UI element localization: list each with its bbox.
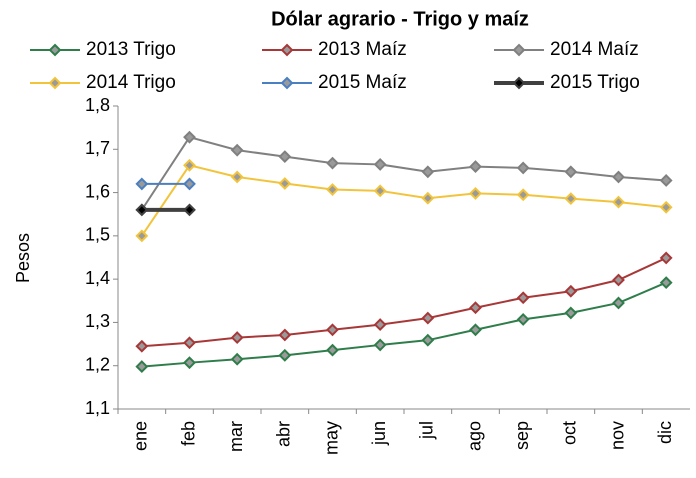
marker <box>421 191 435 205</box>
marker <box>183 336 196 350</box>
series-line <box>140 136 667 211</box>
legend-marker <box>280 76 294 90</box>
marker <box>326 323 339 337</box>
marker <box>135 177 149 191</box>
marker <box>326 343 339 357</box>
x-tick-label: abr <box>274 421 294 447</box>
marker <box>183 356 196 370</box>
series-line <box>141 281 667 368</box>
marker <box>421 165 435 179</box>
legend-label: 2014 Maíz <box>550 39 639 60</box>
y-tick-label: 1,7 <box>85 138 110 158</box>
marker <box>659 200 673 214</box>
x-tick-label: nov <box>607 421 627 450</box>
marker <box>230 352 244 366</box>
marker <box>421 311 435 325</box>
marker <box>135 203 149 217</box>
marker <box>230 170 244 184</box>
marker <box>278 328 292 342</box>
marker <box>421 333 435 347</box>
x-tick-label: ene <box>131 421 151 451</box>
legend-label: 2014 Trigo <box>86 72 176 93</box>
chart-title: Dólar agrario - Trigo y maíz <box>271 8 529 30</box>
y-tick-label: 1,8 <box>85 95 110 115</box>
legend-marker <box>48 43 62 57</box>
legend-marker <box>48 76 62 90</box>
marker <box>469 160 482 174</box>
marker <box>135 339 149 353</box>
marker <box>612 273 625 287</box>
marker <box>183 177 196 191</box>
legend-label: 2013 Trigo <box>86 39 176 60</box>
marker <box>659 251 673 265</box>
x-tick-label: may <box>321 421 341 455</box>
legend-label: 2015 Trigo <box>550 72 640 93</box>
y-tick-label: 1,3 <box>85 311 110 331</box>
legend-marker <box>512 43 526 57</box>
y-axis-label: Pesos <box>13 233 33 283</box>
x-tick-label: jun <box>369 421 389 446</box>
marker <box>612 170 625 184</box>
y-tick-label: 1,5 <box>85 225 110 245</box>
x-tick-label: dic <box>655 421 675 444</box>
marker <box>278 177 292 190</box>
marker <box>516 188 530 202</box>
marker <box>469 187 482 200</box>
marker <box>278 150 292 164</box>
x-tick-label: ago <box>464 421 484 451</box>
x-tick-label: feb <box>178 421 198 446</box>
marker <box>373 318 387 332</box>
marker <box>516 161 530 175</box>
marker <box>326 156 339 170</box>
marker <box>612 195 625 209</box>
marker <box>469 301 482 315</box>
legend-marker <box>280 43 294 57</box>
marker <box>564 306 578 320</box>
x-tick-label: sep <box>512 421 532 450</box>
x-tick-label: jul <box>417 421 437 440</box>
series-line <box>141 257 667 348</box>
marker <box>373 158 387 171</box>
marker <box>278 348 292 362</box>
marker <box>183 203 196 217</box>
marker <box>183 130 196 144</box>
y-tick-label: 1,2 <box>85 354 110 374</box>
marker <box>135 229 149 243</box>
marker <box>564 284 578 298</box>
y-tick-label: 1,4 <box>85 268 110 288</box>
y-tick-label: 1,6 <box>85 181 110 201</box>
marker <box>373 184 387 198</box>
marker <box>135 360 149 373</box>
marker <box>659 174 673 187</box>
x-tick-label: mar <box>226 421 246 452</box>
marker <box>659 276 673 290</box>
marker <box>373 338 387 352</box>
marker <box>516 291 530 305</box>
marker <box>612 296 625 310</box>
marker <box>564 192 578 206</box>
marker <box>564 165 578 179</box>
marker <box>183 158 196 172</box>
marker <box>326 183 339 196</box>
marker <box>230 331 244 344</box>
legend-label: 2013 Maíz <box>318 39 407 60</box>
y-tick-label: 1,1 <box>85 398 110 418</box>
marker <box>469 323 482 337</box>
marker <box>516 312 530 326</box>
legend-marker <box>512 76 526 90</box>
legend-label: 2015 Maíz <box>318 72 407 93</box>
series-line <box>141 164 667 237</box>
x-tick-label: oct <box>560 421 580 445</box>
marker <box>230 143 244 157</box>
